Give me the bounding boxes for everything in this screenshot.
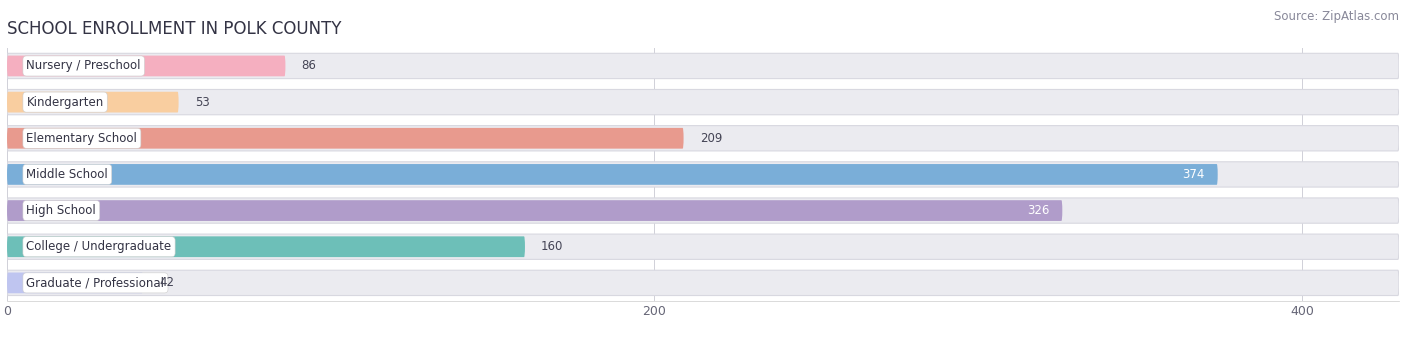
FancyBboxPatch shape bbox=[7, 92, 179, 113]
Text: 86: 86 bbox=[302, 60, 316, 73]
FancyBboxPatch shape bbox=[7, 90, 1399, 115]
Text: College / Undergraduate: College / Undergraduate bbox=[27, 240, 172, 253]
Text: 160: 160 bbox=[541, 240, 564, 253]
Text: High School: High School bbox=[27, 204, 96, 217]
FancyBboxPatch shape bbox=[7, 236, 524, 257]
FancyBboxPatch shape bbox=[7, 200, 1063, 221]
Text: Graduate / Professional: Graduate / Professional bbox=[27, 276, 165, 289]
FancyBboxPatch shape bbox=[7, 56, 285, 76]
Text: Source: ZipAtlas.com: Source: ZipAtlas.com bbox=[1274, 10, 1399, 23]
Text: 326: 326 bbox=[1026, 204, 1049, 217]
FancyBboxPatch shape bbox=[7, 273, 143, 293]
FancyBboxPatch shape bbox=[7, 53, 1399, 79]
Text: Middle School: Middle School bbox=[27, 168, 108, 181]
Text: Kindergarten: Kindergarten bbox=[27, 96, 104, 109]
FancyBboxPatch shape bbox=[7, 198, 1399, 223]
Text: Nursery / Preschool: Nursery / Preschool bbox=[27, 60, 141, 73]
Text: 209: 209 bbox=[700, 132, 723, 145]
Text: SCHOOL ENROLLMENT IN POLK COUNTY: SCHOOL ENROLLMENT IN POLK COUNTY bbox=[7, 20, 342, 38]
FancyBboxPatch shape bbox=[7, 164, 1218, 185]
FancyBboxPatch shape bbox=[7, 270, 1399, 295]
FancyBboxPatch shape bbox=[7, 126, 1399, 151]
FancyBboxPatch shape bbox=[7, 128, 683, 149]
Text: 374: 374 bbox=[1182, 168, 1205, 181]
FancyBboxPatch shape bbox=[7, 234, 1399, 259]
Text: 42: 42 bbox=[159, 276, 174, 289]
Text: 53: 53 bbox=[195, 96, 209, 109]
FancyBboxPatch shape bbox=[7, 162, 1399, 187]
Text: Elementary School: Elementary School bbox=[27, 132, 138, 145]
